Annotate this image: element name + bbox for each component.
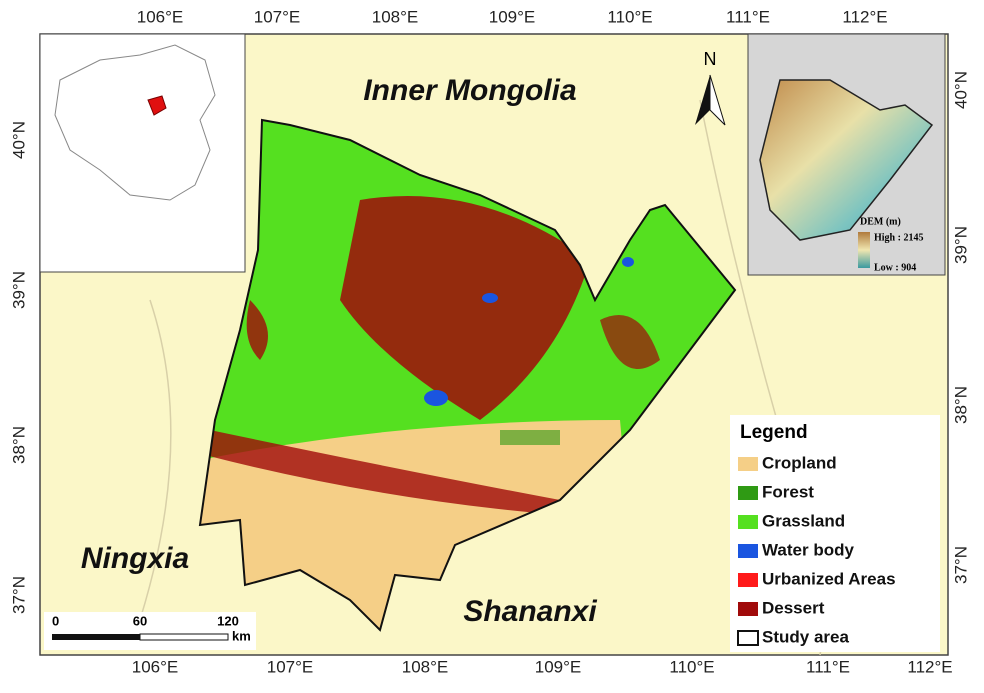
top-tick-label: 111°E bbox=[726, 7, 770, 26]
legend-label: Dessert bbox=[762, 598, 825, 617]
legend: Legend Cropland Forest Grassland Water body… bbox=[730, 415, 940, 652]
legend-swatch bbox=[738, 486, 758, 500]
scale-label: 0 bbox=[52, 613, 59, 628]
right-tick-label: 40°N bbox=[951, 71, 970, 109]
scale-label: 60 bbox=[133, 613, 147, 628]
legend-label: Forest bbox=[762, 482, 814, 501]
north-label: N bbox=[704, 49, 717, 69]
legend-title: Legend bbox=[740, 422, 808, 443]
legend-label: Cropland bbox=[762, 453, 837, 472]
left-tick-label: 37°N bbox=[9, 576, 28, 614]
legend-swatch bbox=[738, 573, 758, 587]
region-label: Shananxi bbox=[463, 595, 597, 628]
study-area-outline bbox=[198, 118, 737, 632]
dem-high: High : 2145 bbox=[874, 232, 923, 243]
bottom-tick-label: 112°E bbox=[907, 657, 952, 676]
legend-swatch bbox=[738, 515, 758, 529]
dem-low: Low : 904 bbox=[874, 262, 916, 273]
top-tick-label: 106°E bbox=[137, 7, 184, 26]
bottom-tick-label: 107°E bbox=[267, 657, 314, 676]
left-tick-label: 40°N bbox=[9, 121, 28, 159]
scale-unit: km bbox=[232, 628, 251, 643]
legend-swatch bbox=[738, 602, 758, 616]
top-tick-label: 110°E bbox=[607, 7, 652, 26]
dem-inset: DEM (m) High : 2145 Low : 904 bbox=[747, 33, 946, 276]
bottom-tick-label: 109°E bbox=[535, 657, 582, 676]
dem-title: DEM (m) bbox=[860, 216, 901, 227]
left-tick-label: 39°N bbox=[9, 271, 28, 309]
bottom-tick-label: 108°E bbox=[402, 657, 449, 676]
top-tick-label: 108°E bbox=[372, 7, 419, 26]
china-inset bbox=[39, 33, 246, 273]
legend-label: Water body bbox=[762, 540, 854, 559]
bottom-tick-label: 106°E bbox=[132, 657, 179, 676]
legend-swatch bbox=[738, 457, 758, 471]
scale-label: 120 bbox=[217, 613, 239, 628]
legend-label: Urbanized Areas bbox=[762, 569, 896, 588]
top-tick-label: 112°E bbox=[842, 7, 887, 26]
right-tick-label: 38°N bbox=[951, 386, 970, 424]
legend-swatch bbox=[738, 544, 758, 558]
right-tick-label: 37°N bbox=[951, 546, 970, 584]
left-tick-label: 38°N bbox=[9, 426, 28, 464]
region-label: Inner Mongolia bbox=[363, 74, 576, 107]
top-tick-label: 109°E bbox=[489, 7, 536, 26]
north-arrow: N bbox=[695, 49, 726, 126]
bottom-tick-label: 110°E bbox=[669, 657, 714, 676]
legend-label: Grassland bbox=[762, 511, 845, 530]
top-tick-label: 107°E bbox=[254, 7, 301, 26]
legend-label: Study area bbox=[762, 627, 849, 646]
bottom-tick-label: 111°E bbox=[806, 657, 850, 676]
region-label: Ningxia bbox=[81, 542, 189, 575]
legend-swatch bbox=[737, 630, 759, 646]
right-tick-label: 39°N bbox=[951, 226, 970, 264]
